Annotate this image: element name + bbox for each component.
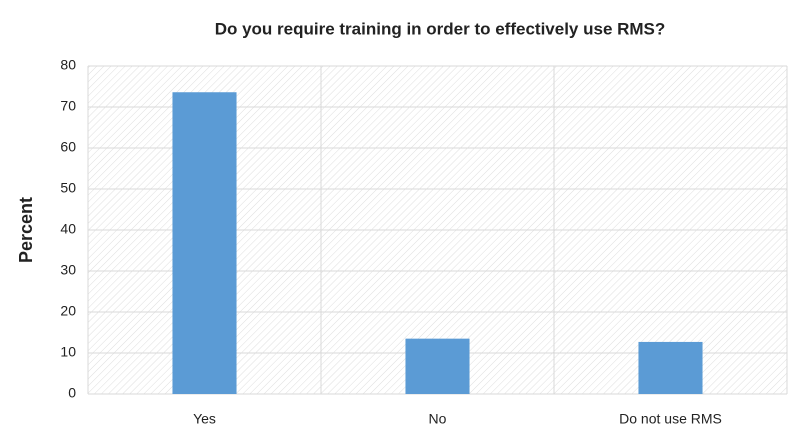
bar (405, 338, 470, 394)
y-tick-label: 40 (60, 221, 76, 237)
y-tick-label: 80 (60, 57, 76, 73)
y-tick-label: 20 (60, 303, 76, 319)
bar (172, 92, 237, 395)
y-tick-label: 50 (60, 180, 76, 196)
y-axis-label: Percent (16, 197, 36, 263)
bar (638, 341, 703, 394)
y-tick-label: 60 (60, 139, 76, 155)
chart-title: Do you require training in order to effe… (215, 19, 666, 38)
y-tick-label: 70 (60, 98, 76, 114)
x-tick-label: Yes (193, 411, 216, 427)
x-tick-label: No (429, 411, 447, 427)
y-tick-label: 0 (68, 385, 76, 401)
y-tick-label: 30 (60, 262, 76, 278)
y-tick-label: 10 (60, 344, 76, 360)
x-tick-label: Do not use RMS (619, 411, 722, 427)
